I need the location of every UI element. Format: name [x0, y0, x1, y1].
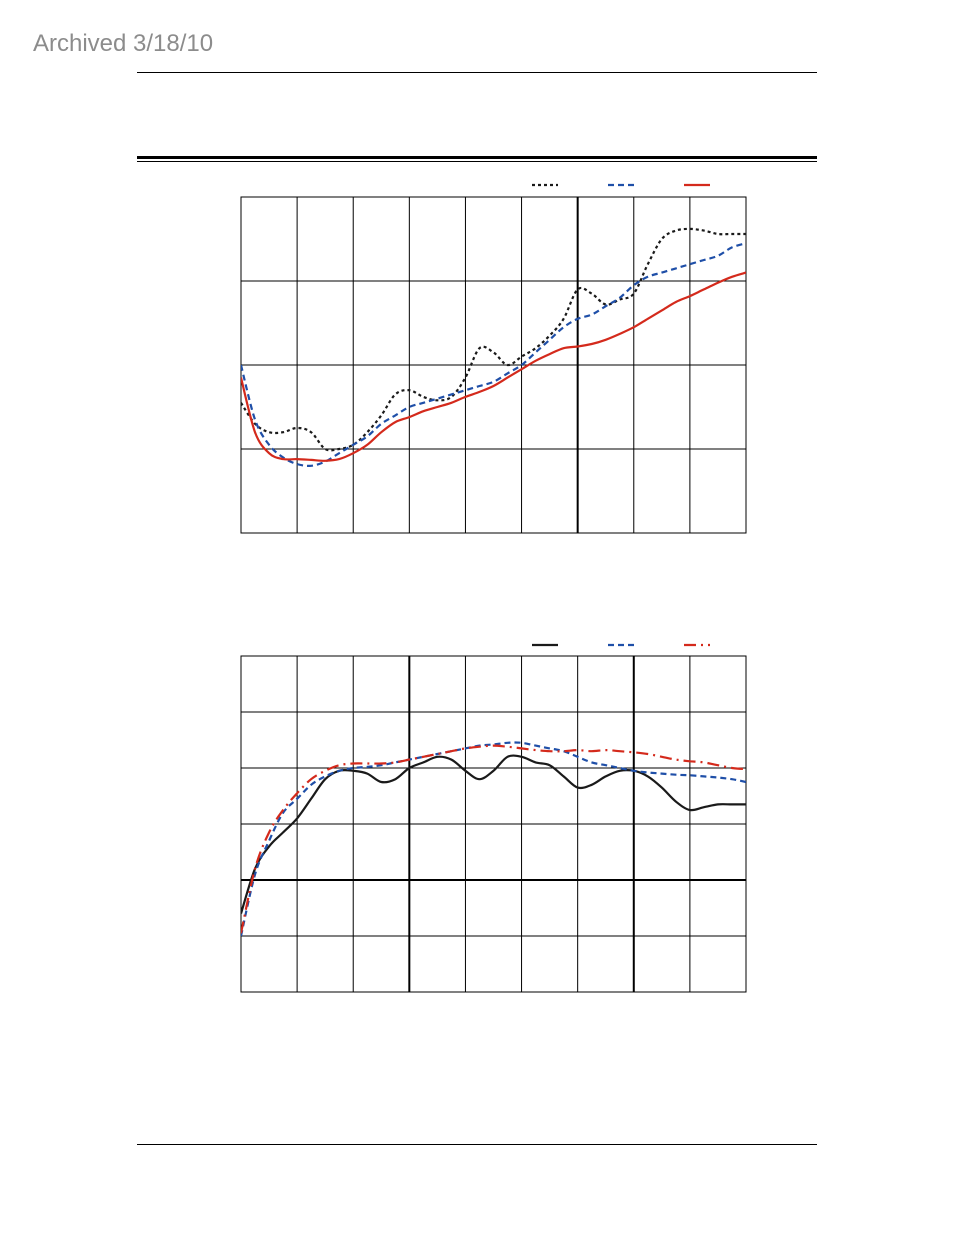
section-rule-thick [137, 156, 817, 159]
series-line-1 [241, 227, 746, 452]
series-line-2 [241, 242, 746, 467]
archived-stamp: Archived 3/18/10 [33, 30, 214, 57]
series-line-3 [241, 744, 746, 934]
header-rule [137, 72, 817, 73]
plot-frame [240, 655, 747, 993]
section-rule-thin [137, 161, 817, 162]
series-line-1 [241, 754, 746, 914]
footer-rule [137, 1144, 817, 1145]
chart-1 [240, 183, 747, 534]
series-line-2 [241, 741, 746, 937]
series-line-3 [241, 271, 746, 462]
chart-2 [240, 643, 747, 993]
